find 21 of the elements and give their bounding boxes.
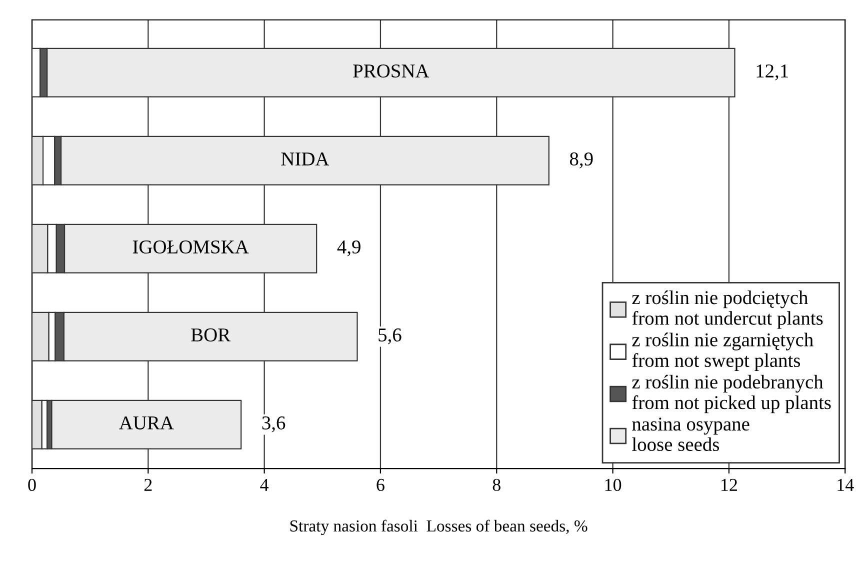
y-tick-label: IGOŁOMSKA bbox=[132, 240, 249, 254]
x-tick-label: 6 bbox=[376, 478, 384, 492]
x-axis-title: Straty nasion fasoli Losses of bean seeds, % bbox=[290, 520, 588, 536]
total-label: 4,9 bbox=[337, 240, 360, 256]
x-tick-label: 0 bbox=[28, 478, 36, 492]
x-tick-label: 10 bbox=[605, 478, 622, 492]
x-tick-label: 14 bbox=[838, 478, 854, 491]
total-label: 8,9 bbox=[570, 152, 593, 168]
total-label: 5,6 bbox=[378, 328, 402, 344]
legend-label: nasina osypane loose seeds bbox=[632, 418, 750, 452]
total-label: 12,1 bbox=[756, 64, 788, 80]
y-tick-label: BOR bbox=[191, 328, 231, 342]
y-tick-label: NIDA bbox=[281, 152, 330, 166]
x-tick-label: 4 bbox=[260, 478, 269, 491]
y-tick-label: PROSNA bbox=[353, 64, 430, 78]
x-tick-label: 2 bbox=[144, 478, 152, 491]
x-tick-label: 12 bbox=[722, 478, 737, 491]
bar bbox=[32, 400, 42, 450]
x-tick-label: 8 bbox=[492, 478, 500, 492]
y-tick-label: AURA bbox=[119, 416, 174, 430]
total-label: 3,6 bbox=[262, 416, 286, 432]
